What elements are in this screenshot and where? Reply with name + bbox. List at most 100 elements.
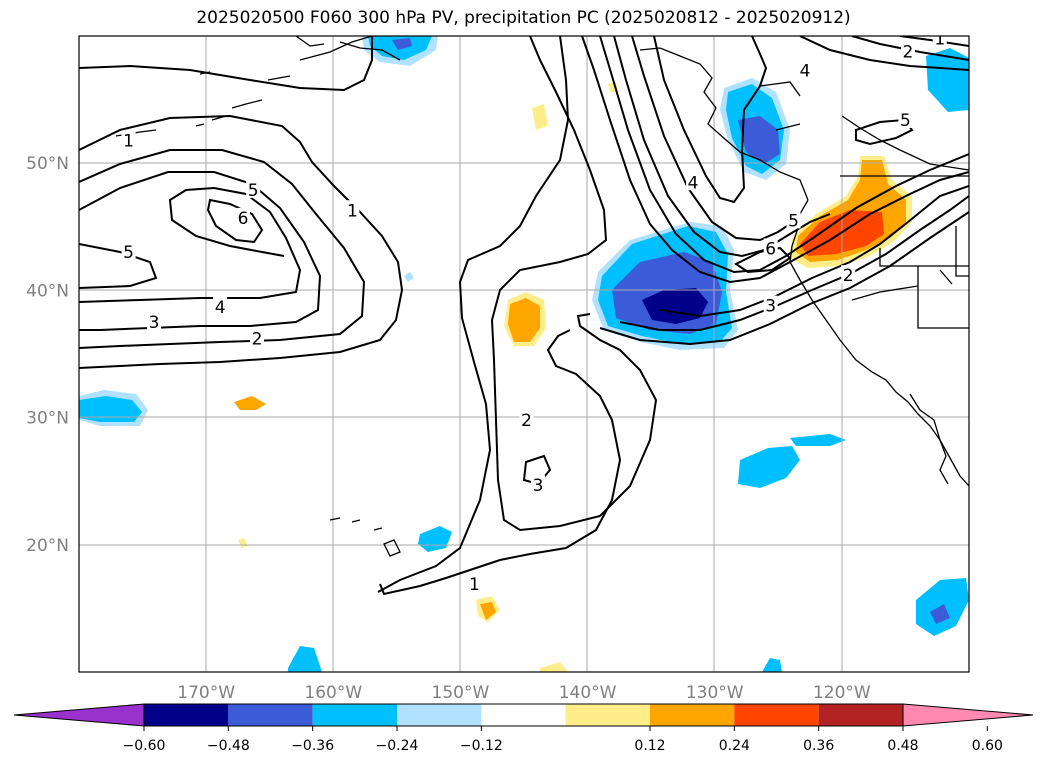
colorbar-extend-high xyxy=(902,703,1034,727)
precip-anomaly-negative xyxy=(404,272,414,282)
contour-label-background xyxy=(786,210,801,229)
colorbar-segment xyxy=(734,704,819,726)
latitude-label: 40°N xyxy=(26,281,69,301)
contour-label: 3 xyxy=(765,297,776,317)
longitude-label: 160°W xyxy=(304,683,362,703)
contour-label-background xyxy=(236,207,251,226)
contour-label: 1 xyxy=(123,131,134,151)
colorbar-segment xyxy=(565,704,650,726)
contour-label: 6 xyxy=(238,209,249,229)
longitude-label: 120°W xyxy=(813,683,871,703)
contour-label: 3 xyxy=(533,476,544,496)
precip-shading xyxy=(79,36,969,672)
contour-label-background xyxy=(797,60,812,79)
precip-anomaly-positive xyxy=(480,602,496,620)
precip-anomaly-negative xyxy=(790,434,846,446)
precip-anomaly-negative xyxy=(288,646,322,672)
longitude-labels: 170°W 160°W 150°W 140°W 130°W 120°W xyxy=(177,683,871,703)
contour-label-background xyxy=(519,410,534,429)
colorbar-tick-label: 0.24 xyxy=(719,738,750,754)
pv-contours xyxy=(79,36,969,596)
contour-label: 1 xyxy=(469,575,480,595)
contour-label: 4 xyxy=(688,173,699,193)
colorbar-extend-low xyxy=(13,703,145,727)
contour-label: 2 xyxy=(903,42,914,62)
longitude-label: 150°W xyxy=(432,683,490,703)
colorbar-segment xyxy=(481,704,566,726)
contour-label-background xyxy=(686,172,701,191)
precip-anomaly-negative xyxy=(392,38,412,50)
contour-label: 1 xyxy=(347,201,358,221)
latitude-label: 20°N xyxy=(26,536,69,556)
contour-label: 5 xyxy=(900,111,911,131)
contour-label: 4 xyxy=(215,298,226,318)
contour-label-background xyxy=(763,238,778,257)
colorbar-tick-label: −0.60 xyxy=(123,738,166,754)
colorbar-tick-label: −0.12 xyxy=(460,738,503,754)
contour-label: 2 xyxy=(521,411,532,431)
colorbar: −0.60 −0.48 −0.36 −0.24 −0.12 0.12 0.24 0.36 0.4… xyxy=(13,703,1034,754)
colorbar-tick-label: 0.12 xyxy=(634,738,665,754)
contour-label-background xyxy=(121,130,136,149)
colorbar-segment xyxy=(144,704,229,726)
contour-label-background xyxy=(147,312,162,331)
precip-anomaly-negative xyxy=(738,116,780,164)
contour-label-background xyxy=(900,41,915,60)
map-frame xyxy=(78,35,970,673)
colorbar-tick-label: 0.60 xyxy=(972,738,1003,754)
colorbar-segment xyxy=(818,704,903,726)
colorbar-tick-label: −0.24 xyxy=(376,738,419,754)
contour-label: 5 xyxy=(248,181,259,201)
precip-anomaly-positive xyxy=(540,662,568,672)
precip-anomaly-positive xyxy=(532,104,548,130)
precip-anomaly-negative xyxy=(762,658,782,672)
contour-label: 1 xyxy=(934,30,945,50)
gridlines xyxy=(79,36,969,672)
contour-label: 5 xyxy=(788,211,799,231)
colorbar-segment xyxy=(228,704,313,726)
contour-label: 2 xyxy=(252,330,263,350)
contour-label: 5 xyxy=(123,243,134,263)
colorbar-segment xyxy=(650,704,735,726)
latitude-label: 50°N xyxy=(26,154,69,174)
contour-label-background xyxy=(932,36,947,47)
contour-label-background xyxy=(898,109,913,128)
colorbar-segment xyxy=(397,704,482,726)
coastlines xyxy=(115,36,969,557)
contour-label-background xyxy=(213,296,228,315)
latitude-label: 30°N xyxy=(26,409,69,429)
figure-title: 2025020500 F060 300 hPa PV, precipitatio… xyxy=(196,8,851,28)
contour-label-background xyxy=(250,328,264,347)
colorbar-tick-label: −0.36 xyxy=(291,738,334,754)
longitude-label: 130°W xyxy=(686,683,744,703)
precip-anomaly-positive xyxy=(508,298,540,342)
contour-label: 2 xyxy=(843,266,854,286)
contour-label-background xyxy=(763,295,778,314)
contour-label-background xyxy=(530,475,545,494)
colorbar-tick-label: −0.48 xyxy=(207,738,250,754)
precip-anomaly-negative xyxy=(79,396,142,422)
latitude-labels: 50°N 40°N 30°N 20°N xyxy=(26,154,69,556)
contour-label-background xyxy=(246,179,261,198)
contour-label-background xyxy=(345,200,360,219)
longitude-label: 140°W xyxy=(559,683,617,703)
contour-label: 3 xyxy=(149,313,160,333)
longitude-label: 170°W xyxy=(177,683,235,703)
colorbar-tick-label: 0.36 xyxy=(803,738,834,754)
precip-anomaly-positive xyxy=(238,538,248,548)
colorbar-tick-label: 0.48 xyxy=(887,738,918,754)
colorbar-segment xyxy=(312,704,397,726)
contour-label-background xyxy=(121,242,136,261)
precip-anomaly-negative xyxy=(418,526,452,552)
precip-anomaly-negative xyxy=(926,48,969,112)
colorbar-outline xyxy=(143,703,904,727)
precip-anomaly-positive xyxy=(234,396,266,410)
contour-label: 6 xyxy=(765,239,776,259)
precip-anomaly-negative xyxy=(930,604,950,624)
precip-anomaly-negative xyxy=(738,446,800,488)
contour-label-background xyxy=(467,574,482,593)
contour-label: 4 xyxy=(800,61,811,81)
